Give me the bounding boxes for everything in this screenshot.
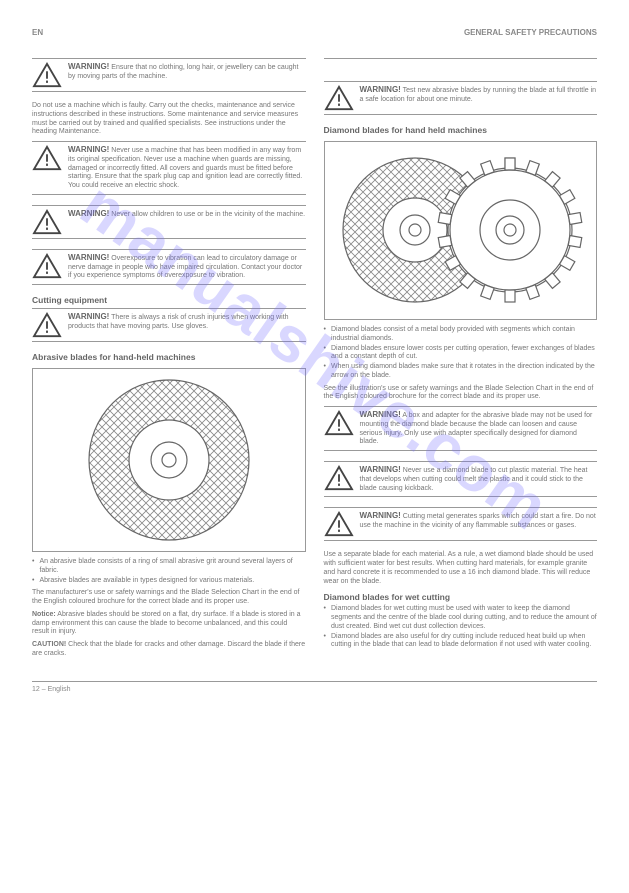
warning-icon xyxy=(324,511,354,537)
warning-block-r3: WARNING! Never use a diamond blade to cu… xyxy=(324,461,598,497)
rule xyxy=(324,114,598,115)
warning-label: WARNING! xyxy=(360,511,401,520)
warning-block-5: WARNING! There is always a risk of crush… xyxy=(32,308,306,342)
list-item-text: Diamond blades ensure lower costs per cu… xyxy=(331,345,597,363)
rule xyxy=(324,406,598,407)
warning-icon xyxy=(32,62,62,88)
list-item-text: When using diamond blades make sure that… xyxy=(331,363,597,381)
list-item: •Diamond blades for wet cutting must be … xyxy=(324,605,598,631)
subsection-heading: Diamond blades for hand held machines xyxy=(324,125,598,135)
figure-abrasive-blade xyxy=(32,368,306,552)
warning-label: WARNING! xyxy=(68,209,109,218)
rule xyxy=(32,58,306,59)
left-column: WARNING! Ensure that no clothing, long h… xyxy=(32,55,306,663)
rule xyxy=(32,141,306,142)
rule xyxy=(32,238,306,239)
page-header: EN GENERAL SAFETY PRECAUTIONS xyxy=(32,28,597,37)
paragraph: Do not use a machine which is faulty. Ca… xyxy=(32,102,306,137)
rule xyxy=(32,308,306,309)
warning-icon xyxy=(32,145,62,171)
list-item: •Diamond blades ensure lower costs per c… xyxy=(324,345,598,363)
warning-label: WARNING! xyxy=(360,465,401,474)
list-item: •Diamond blades are also useful for dry … xyxy=(324,633,598,651)
rule xyxy=(324,58,598,59)
list-item: •An abrasive blade consists of a ring of… xyxy=(32,558,306,576)
warning-block-4: WARNING! Overexposure to vibration can l… xyxy=(32,249,306,285)
rule xyxy=(324,540,598,541)
warning-block-1: WARNING! Ensure that no clothing, long h… xyxy=(32,58,306,92)
rule xyxy=(32,341,306,342)
warning-icon xyxy=(32,312,62,338)
notice-label: Notice: xyxy=(32,611,56,618)
subsection-heading: Abrasive blades for hand-held machines xyxy=(32,352,306,362)
caution-text: CAUTION! Check that the blade for cracks… xyxy=(32,641,306,659)
rule xyxy=(32,284,306,285)
list-item-text: An abrasive blade consists of a ring of … xyxy=(39,558,305,576)
list-item: •Abrasive blades are available in types … xyxy=(32,577,306,586)
list-item-text: Diamond blades for wet cutting must be u… xyxy=(331,605,597,631)
subsection-heading: Diamond blades for wet cutting xyxy=(324,592,598,602)
warning-label: WARNING! xyxy=(360,410,401,419)
warning-block-2: WARNING! Never use a machine that has be… xyxy=(32,141,306,195)
rule xyxy=(32,194,306,195)
footer-left: 12 – English xyxy=(32,686,71,693)
rule xyxy=(32,249,306,250)
rule xyxy=(324,507,598,508)
figure-diamond-blade xyxy=(324,141,598,320)
right-column: WARNING! Test new abrasive blades by run… xyxy=(324,55,598,663)
warning-label: WARNING! xyxy=(68,312,109,321)
rule xyxy=(324,81,598,82)
warning-label: WARNING! xyxy=(68,62,109,71)
header-left: EN xyxy=(32,28,43,37)
warning-block-r1: WARNING! Test new abrasive blades by run… xyxy=(324,58,598,115)
paragraph: The manufacturer's use or safety warning… xyxy=(32,589,306,607)
rule xyxy=(32,205,306,206)
warning-label: WARNING! xyxy=(68,145,109,154)
caution-body: Check that the blade for cracks and othe… xyxy=(32,641,305,657)
warning-text: Never allow children to use or be in the… xyxy=(111,211,305,218)
paragraph: See the illustration's use or safety war… xyxy=(324,385,598,403)
notice-text: Notice: Abrasive blades should be stored… xyxy=(32,611,306,637)
page-footer: 12 – English xyxy=(32,681,597,693)
warning-block-r4: WARNING! Cutting metal generates sparks … xyxy=(324,507,598,541)
warning-icon xyxy=(324,85,354,111)
list-item-text: Diamond blades consist of a metal body p… xyxy=(331,326,597,344)
warning-icon xyxy=(32,209,62,235)
rule xyxy=(324,496,598,497)
warning-icon xyxy=(32,253,62,279)
list-item: •When using diamond blades make sure tha… xyxy=(324,363,598,381)
caution-label: CAUTION! xyxy=(32,641,66,648)
list-item: •Diamond blades consist of a metal body … xyxy=(324,326,598,344)
warning-block-r2: WARNING! A box and adapter for the abras… xyxy=(324,406,598,451)
warning-icon xyxy=(324,410,354,436)
diamond-blade-icon xyxy=(335,148,585,313)
section-heading: Cutting equipment xyxy=(32,295,306,305)
notice-body: Abrasive blades should be stored on a fl… xyxy=(32,611,301,636)
rule xyxy=(324,461,598,462)
header-right: GENERAL SAFETY PRECAUTIONS xyxy=(464,28,597,37)
rule xyxy=(32,91,306,92)
warning-block-3: WARNING! Never allow children to use or … xyxy=(32,205,306,239)
two-column-layout: WARNING! Ensure that no clothing, long h… xyxy=(32,55,597,663)
paragraph: Use a separate blade for each material. … xyxy=(324,551,598,586)
warning-label: WARNING! xyxy=(360,85,401,94)
warning-label: WARNING! xyxy=(68,253,109,262)
abrasive-blade-icon xyxy=(74,375,264,545)
list-item-text: Abrasive blades are available in types d… xyxy=(39,577,254,586)
warning-icon xyxy=(324,465,354,491)
rule xyxy=(324,450,598,451)
list-item-text: Diamond blades are also useful for dry c… xyxy=(331,633,597,651)
